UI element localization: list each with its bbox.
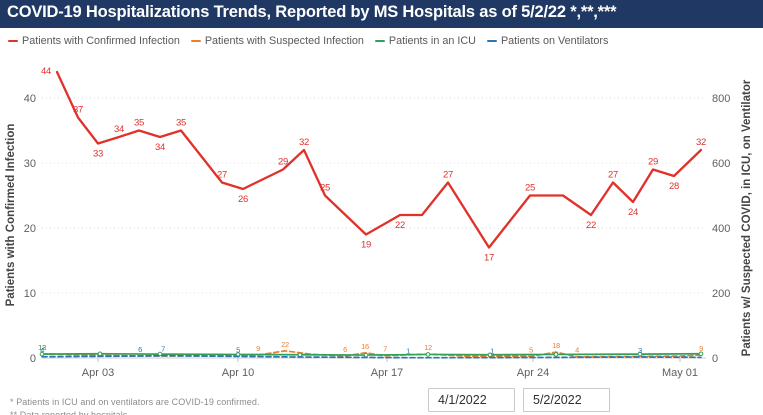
icu-point-marker: [553, 352, 559, 357]
data-label-patients-with-confirmed-infection: 33: [93, 149, 103, 160]
data-label-patients-on-ventilators: 3: [638, 346, 642, 355]
icu-point-marker: [363, 352, 369, 358]
data-label-patients-with-confirmed-infection: 27: [217, 170, 227, 181]
data-label-patients-with-confirmed-infection: 29: [278, 157, 288, 168]
data-label-patients-with-confirmed-infection: 29: [648, 157, 658, 168]
data-label-patients-with-confirmed-infection: 26: [238, 194, 248, 205]
data-label-patients-with-confirmed-infection: 35: [176, 118, 186, 129]
data-label-patients-with-confirmed-infection: 28: [669, 181, 679, 192]
data-label-patients-with-confirmed-infection: 22: [395, 220, 405, 231]
right-axis-title: Patients w/ Suspected COVID, in ICU, on …: [741, 79, 753, 356]
legend-label: Patients on Ventilators: [500, 35, 609, 47]
icu-point-marker: [97, 351, 103, 357]
data-label-patients-on-ventilators: 4: [40, 346, 44, 355]
data-label-patients-with-confirmed-infection: 44: [41, 66, 51, 77]
legend-label: Patients with Suspected Infection: [204, 35, 364, 47]
data-label-patients-on-ventilators: 5: [236, 345, 240, 354]
left-axis-tick-label: 0: [30, 353, 36, 365]
data-label-patients-with-suspected-infection: 9: [256, 344, 260, 353]
data-label-patients-with-confirmed-infection: 25: [525, 183, 535, 194]
left-axis-title: Patients with Confirmed Infection: [5, 124, 17, 307]
data-label-patients-in-an-icu: 12: [38, 343, 46, 352]
data-label-patients-with-suspected-infection: 13: [38, 343, 46, 352]
data-label-patients-with-suspected-infection: 4: [575, 346, 579, 355]
series-line-patients-on-ventilators: [41, 354, 702, 359]
footnote-clipped: ** Data reported by hospitals: [10, 410, 128, 415]
x-axis-tick-label: May 01: [662, 367, 698, 379]
series-line-patients-with-confirmed-infection: [55, 70, 703, 249]
data-label-patients-with-confirmed-infection: 17: [484, 253, 494, 264]
left-axis-tick-label: 40: [24, 93, 36, 105]
data-label-patients-with-confirmed-infection: 32: [299, 137, 309, 148]
end-date-input[interactable]: [523, 388, 610, 412]
start-date-input[interactable]: [428, 388, 515, 412]
data-label-patients-with-suspected-infection: 12: [424, 343, 432, 352]
page-title: COVID-19 Hospitalizations Trends, Report…: [0, 0, 763, 28]
right-axis-tick-label: 600: [712, 158, 730, 170]
data-label-patients-on-ventilators: 1: [406, 347, 410, 356]
data-label-patients-with-suspected-infection: 7: [383, 345, 387, 354]
icu-point-marker: [297, 352, 303, 358]
left-axis-tick-label: 10: [24, 288, 36, 300]
x-axis-tick-label: Apr 17: [371, 367, 403, 379]
data-label-patients-with-suspected-infection: 18: [552, 341, 560, 350]
data-label-patients-with-confirmed-infection: 34: [155, 142, 165, 153]
data-label-patients-with-confirmed-infection: 35: [134, 118, 144, 129]
x-axis-tick-label: Apr 03: [82, 367, 114, 379]
data-label-patients-on-ventilators: 7: [161, 345, 165, 354]
legend-label: Patients in an ICU: [388, 35, 476, 47]
legend-item-patients-in-an-icu[interactable]: Patients in an ICU: [374, 35, 476, 47]
right-axis-tick-label: 0: [712, 353, 718, 365]
data-label-patients-with-confirmed-infection: 25: [320, 183, 330, 194]
icu-point-marker: [698, 351, 704, 357]
legend-label: Patients with Confirmed Infection: [22, 35, 180, 47]
data-label-patients-with-confirmed-infection: 27: [608, 170, 618, 181]
data-label-patients-with-suspected-infection: 16: [361, 342, 369, 351]
data-label-patients-with-confirmed-infection: 22: [586, 220, 596, 231]
icu-point-marker: [425, 352, 431, 357]
x-axis-tick-label: Apr 10: [222, 367, 254, 379]
right-axis-tick-label: 200: [712, 288, 730, 300]
data-label-patients-with-suspected-infection: 9: [699, 344, 703, 353]
icu-point-marker: [637, 351, 643, 357]
data-label-patients-on-ventilators: 6: [138, 345, 142, 354]
data-label-patients-with-confirmed-infection: 34: [114, 124, 124, 135]
left-axis-tick-label: 30: [24, 158, 36, 170]
data-label-patients-with-suspected-infection: 22: [281, 340, 289, 349]
legend-item-patients-on-ventilators[interactable]: Patients on Ventilators: [486, 35, 609, 47]
data-label-patients-with-confirmed-infection: 24: [628, 207, 638, 218]
legend-dash-icon: [8, 39, 18, 43]
x-axis-tick-label: Apr 24: [517, 367, 549, 379]
left-axis-tick-label: 20: [24, 223, 36, 235]
icu-point-marker: [487, 352, 493, 358]
legend-item-patients-with-confirmed-infection[interactable]: Patients with Confirmed Infection: [8, 35, 180, 47]
right-axis-tick-label: 800: [712, 93, 730, 105]
data-label-patients-with-suspected-infection: 6: [343, 345, 347, 354]
legend-dash-icon: [374, 39, 385, 43]
chart-legend: Patients with Confirmed Infection Patient…: [8, 35, 619, 47]
legend-dash-icon: [190, 39, 201, 43]
right-axis-tick-label: 400: [712, 223, 730, 235]
data-label-patients-with-suspected-infection: 5: [529, 345, 533, 354]
data-label-patients-with-confirmed-infection: 37: [73, 105, 83, 116]
data-label-patients-with-confirmed-infection: 19: [361, 240, 371, 251]
legend-dash-icon: [486, 39, 497, 43]
legend-item-patients-with-suspected-infection[interactable]: Patients with Suspected Infection: [190, 35, 364, 47]
footnote-icu-ventilators: * Patients in ICU and on ventilators are…: [10, 397, 260, 407]
data-label-patients-with-confirmed-infection: 32: [696, 137, 706, 148]
data-label-patients-on-ventilators: 1: [490, 347, 494, 356]
data-label-patients-with-confirmed-infection: 27: [443, 170, 453, 181]
